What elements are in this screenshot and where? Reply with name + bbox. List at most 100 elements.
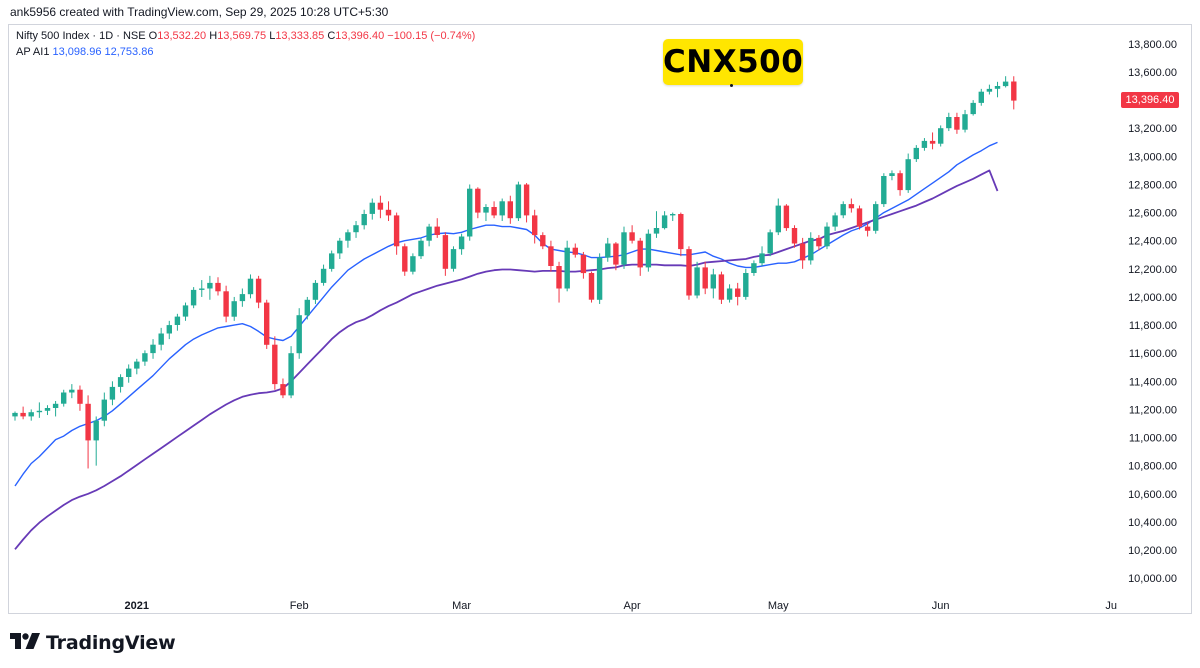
candle [264,299,270,349]
candle-body [491,207,497,216]
candle [986,84,993,95]
open-label: O [148,30,158,42]
candle-body [637,240,643,268]
candle-body [134,361,140,369]
candle [523,183,530,223]
candle-body [377,202,384,210]
candle [613,242,619,271]
candle [994,81,1001,98]
candle [402,243,408,276]
candle-body [12,412,18,417]
candle [126,364,132,383]
candle [970,100,976,116]
y-tick-label: 10,000.00 [1128,573,1177,585]
candle [507,195,513,224]
candle [580,251,587,279]
candle-body [816,237,822,247]
candle [174,313,181,331]
candle [938,125,944,147]
brand[interactable]: TradingView [10,631,176,655]
candle-body [808,237,814,261]
candle-body [117,377,124,387]
candle-body [182,305,189,317]
chart-pane[interactable]: 10,000.00 10,200.00 10,400.00 10,600.00 10,8… [8,24,1192,614]
candle-body [929,140,936,144]
candle-body [353,225,359,233]
candle-body [150,344,156,354]
candle [759,246,765,267]
y-tick-label: 13,800.00 [1128,39,1177,51]
indicator-name[interactable]: AP AI1 [16,46,50,58]
x-tick-label: Apr [624,600,641,612]
candle [142,350,148,366]
indicator-legend[interactable]: AP AI1 13,098.96 12,753.86 [16,46,153,58]
y-tick-label: 12,800.00 [1128,179,1177,191]
candle [117,374,124,393]
indicator-value-2: 12,753.86 [104,46,154,58]
y-tick-label: 11,000.00 [1129,433,1177,445]
candle [889,170,895,181]
candle-body [515,184,522,219]
candle-body [548,246,554,266]
candle [864,222,871,237]
candle-body [881,176,887,205]
candle [458,233,465,255]
candle [377,195,384,219]
candle-body [873,204,879,231]
candle [166,320,172,340]
y-tick-label: 12,400.00 [1128,236,1177,248]
candle-body [661,215,668,229]
candle [1011,76,1017,110]
candle-body [369,202,375,214]
candle [312,280,319,304]
close-value: 13,396.40 [335,30,385,42]
x-tick-label: 2021 [125,600,149,612]
candle-body [1011,81,1017,101]
candle-body [791,228,798,244]
candle [93,416,99,466]
x-tick-label: May [768,600,789,612]
candle-body [994,86,1001,89]
candle [77,385,83,411]
candle [361,209,367,230]
candle-body [442,235,449,269]
candle [12,411,18,421]
candle-body [702,267,708,289]
candle [499,198,505,222]
ma-slow-line [14,169,999,550]
candle-body [207,282,213,289]
high-value: 13,569.75 [217,30,267,42]
candle-body [921,140,928,148]
candle [670,212,676,222]
candle-body [832,215,838,227]
x-tick-label: Feb [290,600,309,612]
candle-body [434,226,440,235]
candle [475,187,481,219]
candle [645,229,652,272]
candle [678,212,684,257]
candle [434,218,440,238]
candle-body [215,282,221,292]
candle [767,229,773,257]
candle-body [199,288,205,290]
cnx500-annotation[interactable]: CNX500 [663,39,803,85]
candle [255,275,262,309]
candle [418,237,424,259]
x-tick-label: Mar [452,600,471,612]
candle-body [913,147,919,160]
candle-body [329,253,335,269]
candle-body [848,204,855,209]
price-chart[interactable]: 10,000.00 10,200.00 10,400.00 10,600.00 10,8… [9,25,1193,615]
candle [921,138,928,151]
candle [929,132,936,150]
candle-body [710,274,716,289]
candle [483,204,489,222]
candle-body [61,392,67,404]
candle [848,198,855,213]
candle [85,395,91,469]
candle [239,288,246,307]
candle [548,240,554,272]
candle-body [905,159,911,191]
symbol-title[interactable]: Nifty 500 Index · 1D · NSE [16,30,146,42]
tradingview-logo-icon [10,632,40,654]
